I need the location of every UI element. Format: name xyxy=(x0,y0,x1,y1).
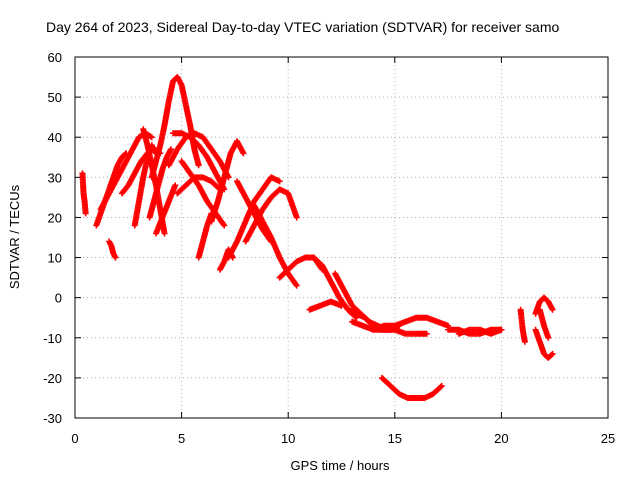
y-tick-label: -10 xyxy=(43,331,62,346)
data-point-marker xyxy=(82,210,89,217)
series-arc-16 xyxy=(208,138,247,225)
data-point-marker xyxy=(148,134,155,141)
y-tick-label: 30 xyxy=(48,170,62,185)
series-arc-3 xyxy=(97,130,155,213)
series-arc-24 xyxy=(306,298,345,313)
x-axis-label: GPS time / hours xyxy=(291,458,390,473)
x-tick-label: 10 xyxy=(281,431,295,446)
series-arc-20 xyxy=(242,186,300,245)
y-tick-label: 60 xyxy=(48,50,62,65)
series-arc-28 xyxy=(370,314,452,333)
data-point-marker xyxy=(276,178,283,185)
data-point-marker xyxy=(172,182,179,189)
data-point-marker xyxy=(167,146,174,153)
data-point-marker xyxy=(438,382,445,389)
y-tick-label: -20 xyxy=(43,371,62,386)
x-tick-label: 20 xyxy=(494,431,508,446)
data-point-marker xyxy=(293,214,300,221)
y-tick-label: 0 xyxy=(55,291,62,306)
y-tick-labels: -30 -20 -10 0 10 20 30 40 50 60 xyxy=(43,50,62,426)
data-point-marker xyxy=(498,326,505,333)
data-point-marker xyxy=(112,254,119,261)
data-points xyxy=(79,74,556,401)
x-tick-label: 5 xyxy=(178,431,185,446)
series-arc-18 xyxy=(225,174,283,261)
data-point-marker xyxy=(240,150,247,157)
series-arc-31 xyxy=(455,326,505,337)
series-arc-9 xyxy=(148,74,202,181)
x-tick-label: 0 xyxy=(71,431,78,446)
axis-ticks xyxy=(74,56,609,419)
series-arc-29 xyxy=(379,374,445,401)
data-point-marker xyxy=(437,383,444,390)
series-arc-32 xyxy=(517,306,528,345)
x-tick-label: 15 xyxy=(388,431,402,446)
series-arc-10 xyxy=(153,182,179,237)
y-tick-label: 20 xyxy=(48,210,62,225)
data-point-marker xyxy=(549,306,556,313)
chart-title: Day 264 of 2023, Sidereal Day-to-day VTE… xyxy=(46,19,559,35)
x-tick-labels: 0 5 10 15 20 25 xyxy=(71,431,615,446)
series-arc-33 xyxy=(532,294,556,317)
data-point-marker xyxy=(293,282,300,289)
data-point-marker xyxy=(423,330,430,337)
series-arc-21 xyxy=(251,202,300,289)
y-tick-label: 50 xyxy=(48,90,62,105)
data-point-marker xyxy=(221,222,228,229)
series-arc-14 xyxy=(178,158,228,229)
x-tick-label: 25 xyxy=(601,431,615,446)
plot-frame xyxy=(74,56,609,419)
data-point-marker xyxy=(338,302,345,309)
data-point-marker xyxy=(161,230,168,237)
data-point-marker xyxy=(549,350,556,357)
series-arc-4 xyxy=(106,238,119,261)
data-point-marker xyxy=(195,162,202,169)
series-arc-8 xyxy=(146,146,174,221)
y-axis-label: SDTVAR / TECUs xyxy=(7,184,22,289)
series-arc-34 xyxy=(532,326,556,361)
series-arc-35 xyxy=(536,306,552,341)
data-point-marker xyxy=(548,351,555,358)
y-tick-label: -30 xyxy=(43,411,62,426)
y-tick-label: 40 xyxy=(48,130,62,145)
data-point-marker xyxy=(521,338,528,345)
series-arc-1 xyxy=(79,170,89,217)
y-tick-label: 10 xyxy=(48,251,62,266)
grid-lines xyxy=(75,57,608,418)
data-point-marker xyxy=(545,334,552,341)
